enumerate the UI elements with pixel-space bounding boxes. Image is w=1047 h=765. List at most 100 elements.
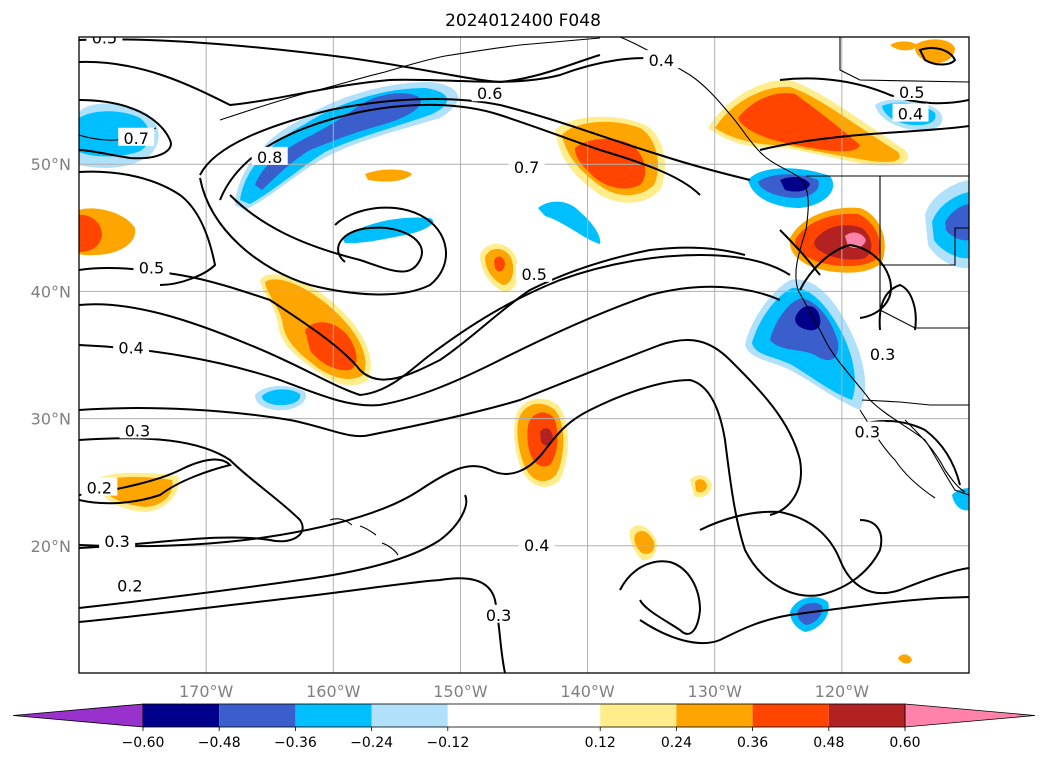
contour-line [619,560,702,635]
negative-anomaly-east-inner [945,204,969,241]
colorbar-segment [371,704,448,727]
colorbar-segment [447,704,601,727]
contour-label: 0.3 [104,532,129,551]
contour-label-bg [864,344,901,362]
gridlines [79,37,969,673]
lat-tick-label: 30°N [31,410,71,429]
colorbar: −0.60 −0.48 −0.36 −0.24 −0.12 0.12 0.24 0.36 0.4… [12,703,1036,751]
lon-tick-label: 120°W [815,682,870,701]
map-frame [78,36,970,674]
contour-label: 0.5 [521,265,546,284]
border-canada-alaska [839,37,969,83]
chart-title: 2024012400 F048 [445,11,601,31]
colorbar-extend-low [12,703,144,728]
contour-line [699,510,969,595]
contour-label-bg [251,146,288,165]
colorbar-tick-label: 0.36 [737,735,768,751]
contour-label-bg [518,534,555,553]
map-area: 0.5 0.4 0.6 0.7 0.8 0.7 0.5 0.5 0.4 0.3 0.2 0.3 0.2 0… [79,28,969,673]
contour-label-bg [119,420,156,439]
positive-anomaly-small [365,169,412,182]
longitude-tick-labels: 170°W 160°W 150°W 140°W 130°W 120°W [179,682,869,701]
contour-label: 0.7 [514,158,539,177]
contour-label: 0.5 [92,28,117,47]
coast-north-america [619,37,969,496]
contour-label-bg [113,337,150,356]
contour-label: 0.3 [870,345,895,364]
negative-anomaly-south-core [797,602,823,625]
contour-label-bg [893,81,930,100]
colorbar-tick-label: −0.12 [426,735,469,751]
contour-line [79,253,791,397]
lon-tick-label: 170°W [179,682,234,701]
contour-label: 0.6 [477,84,502,103]
lon-tick-label: 130°W [688,682,743,701]
colorbar-segment [295,704,372,727]
negative-anomaly-aleutian-inner [255,93,421,190]
lon-tick-label: 140°W [560,682,615,701]
negative-anomaly-california-max [795,306,821,331]
contour-label-bg [849,421,886,440]
contour-line [79,285,781,407]
contour-line [79,437,304,549]
colorbar-segment [752,704,829,727]
colorbar-frame [142,703,906,728]
contour-line [229,194,423,273]
contour-label-bg [133,257,170,276]
colorbar-tick-label: −0.24 [350,735,393,751]
border-states-b [879,265,969,329]
positive-anomaly-38n-inner [305,322,357,371]
positive-anomaly-tiny [898,654,912,664]
colorbar-tick-label: 0.12 [585,735,616,751]
border-states-a [879,176,969,266]
contour-label: 0.4 [118,339,143,358]
coast-alaska-islands [219,37,601,121]
contour-line [639,596,969,644]
colorbar-segment [600,704,677,727]
negative-anomaly-30n-core [262,389,301,406]
negative-anomaly-mid-east [538,201,601,244]
positive-anomaly-far-ne-b [890,41,918,51]
contour-label-bg [81,477,118,496]
colorbar-tick-label: −0.48 [198,735,241,751]
contour-label-bg [643,50,680,69]
contour-line [799,243,892,319]
positive-anomaly-small-c-core [634,530,655,554]
colorbar-tick-label: −0.36 [274,735,317,751]
positive-anomaly-far-ne [914,39,955,64]
positive-anomaly-small-b-core [695,479,707,493]
contour-line [759,125,969,151]
contour-label: 0.5 [139,259,164,278]
contour-label: 0.4 [898,105,923,124]
contour-label-bg [471,83,508,102]
contour-line [79,378,883,597]
contour-label-bg [86,37,123,46]
colorbar-segment [219,704,296,727]
lat-tick-label: 20°N [31,537,71,556]
colorbar-segment [828,704,905,727]
contour-line [79,246,746,381]
contour-line [779,229,821,276]
contour-lines [79,38,969,673]
colorbar-tick-label: 0.24 [661,735,692,751]
contour-line [79,339,802,516]
positive-anomaly-29n-max [540,428,553,446]
colorbar-tick-label: 0.60 [889,735,920,751]
colorbar-segment [676,704,753,727]
negative-anomaly-mid [342,217,434,244]
positive-anomaly-mid-inner [494,256,505,272]
positive-anomaly-north-inner [575,138,646,189]
colorbar-tick-label: −0.60 [122,735,165,751]
contour-label-bg [508,157,545,176]
contour-label: 0.2 [87,479,112,498]
contour-label: 0.5 [899,83,924,102]
contour-label-bg [516,263,553,282]
latitude-tick-labels: 20°N 30°N 40°N 50°N [31,155,71,556]
lat-tick-label: 50°N [31,155,71,174]
contour-line [918,47,957,66]
contour-label-bg [111,575,148,594]
colorbar-tick-label: 0.48 [813,735,844,751]
coast-mexico-west [904,419,966,493]
positive-anomaly-pacific-nw-inner [738,93,860,152]
